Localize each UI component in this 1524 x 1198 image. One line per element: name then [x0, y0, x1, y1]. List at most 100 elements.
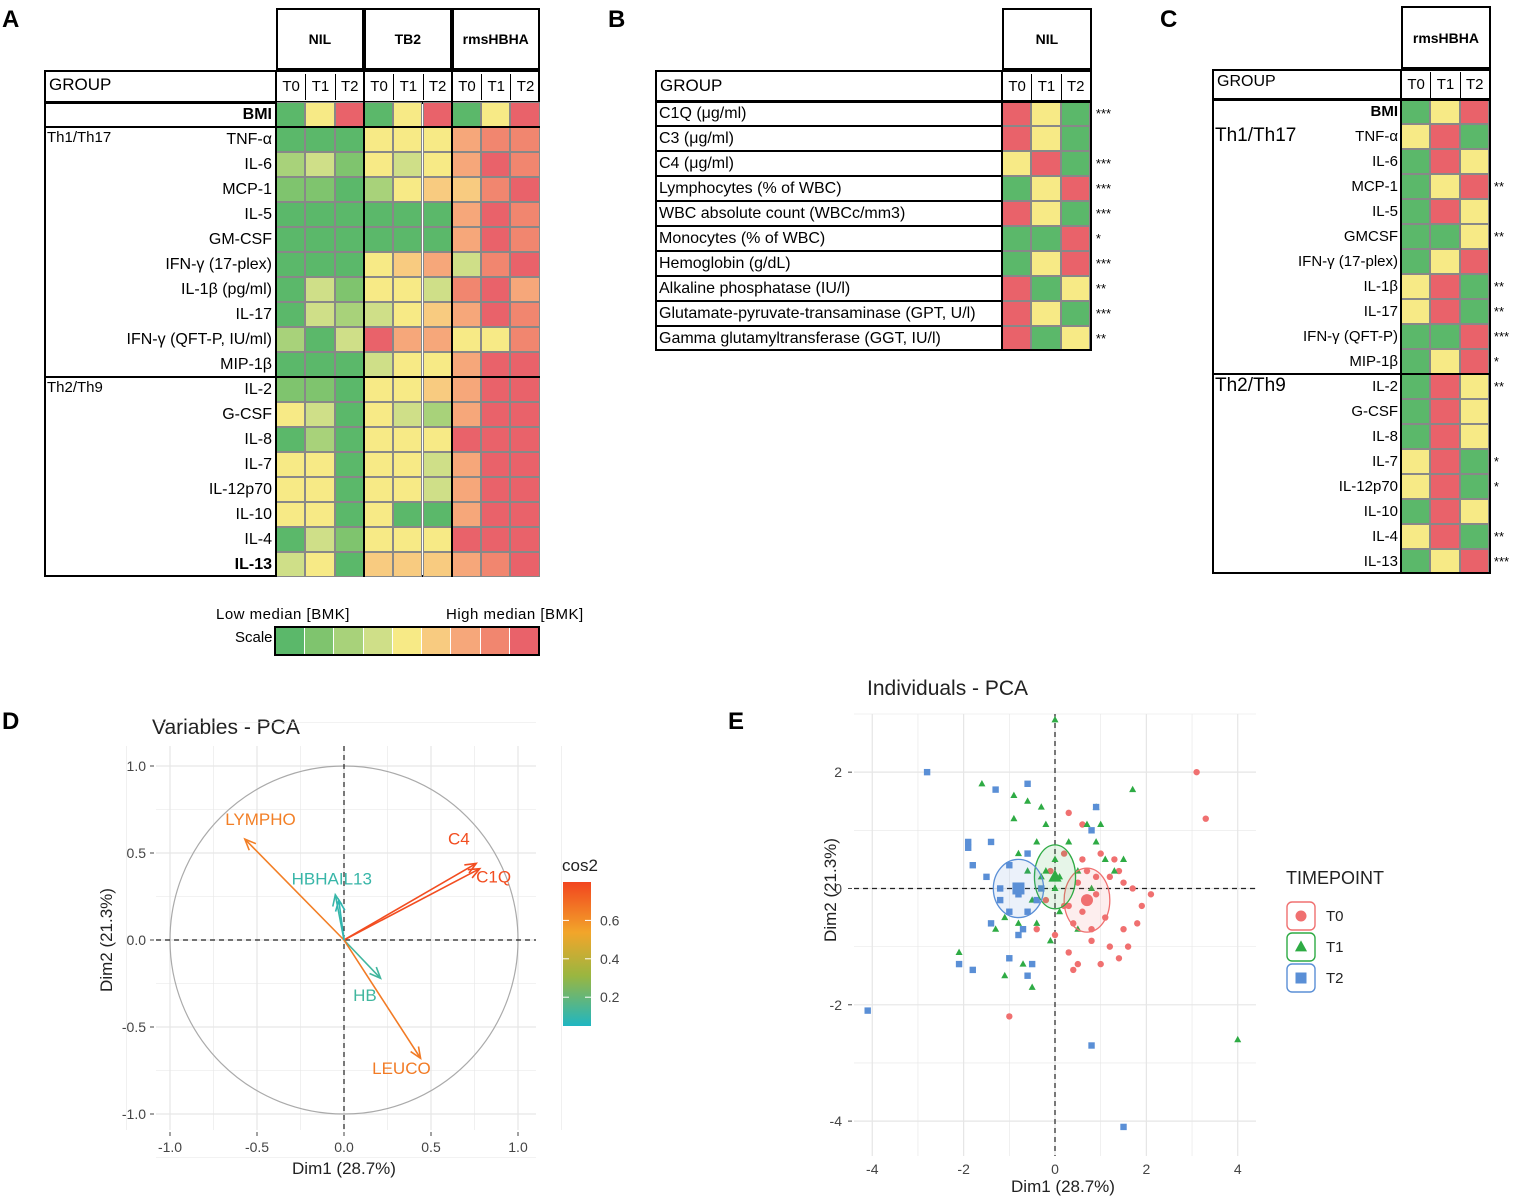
- point-t2: [1024, 780, 1031, 787]
- heatmap-cell: [481, 527, 511, 552]
- heatmap-cell: [510, 427, 540, 452]
- heatmap-cell: [276, 477, 306, 502]
- row-label: IL-8: [244, 431, 272, 448]
- heatmap-cell: [363, 327, 394, 352]
- heatmap-cell: [1430, 499, 1460, 524]
- heatmap-cell: [334, 327, 364, 352]
- x-tick-label: 4: [1234, 1161, 1242, 1177]
- heatmap-cell: [451, 427, 482, 452]
- heatmap-cell: [1430, 224, 1460, 249]
- heatmap-cell: [1430, 299, 1460, 324]
- panel-label-a: A: [2, 6, 20, 33]
- subgroup-label: Th2/Th9: [47, 379, 103, 396]
- point-t1: [978, 779, 986, 787]
- y-tick-label: 0: [834, 880, 842, 896]
- heatmap-cell: [305, 552, 335, 577]
- row-label: IL-4: [1372, 528, 1398, 545]
- point-t1: [1092, 838, 1100, 845]
- heatmap-cell: [305, 427, 335, 452]
- heatmap-panel-b: NIL GROUP T0 T1 T2 C1Q (μg/ml) *** C3 (μg/ml) C4…: [0, 0, 1150, 400]
- heatmap-cell: [334, 127, 364, 152]
- y-tick-label: -4: [830, 1113, 843, 1129]
- significance-marker: **: [1493, 379, 1505, 394]
- heatmap-cell: [1430, 149, 1460, 174]
- point-t1: [1120, 855, 1128, 862]
- heatmap-panel-c: rmsHBHA GROUP T0 T1 T2 BMI TNF-α IL-6 MCP-1 ** IL-…: [1212, 6, 1509, 574]
- significance-marker: *: [1493, 354, 1499, 369]
- cos2-legend-title: cos2: [562, 856, 598, 875]
- significance-marker: ***: [1095, 181, 1112, 196]
- heatmap-cell: [1459, 449, 1489, 474]
- significance-marker: *: [1493, 479, 1499, 494]
- point-t1: [1051, 884, 1059, 892]
- x-tick-label: -1.0: [158, 1139, 182, 1155]
- heatmap-cell: [1459, 174, 1489, 199]
- point-t2: [1088, 1042, 1095, 1049]
- heatmap-cell: [1002, 326, 1032, 351]
- x-tick-label: 0.0: [334, 1139, 354, 1155]
- point-t1: [1033, 838, 1041, 845]
- point-t0: [1097, 850, 1104, 857]
- heatmap-cell: [305, 402, 335, 427]
- heatmap-cell: [1459, 149, 1489, 174]
- scale-label: Scale: [235, 629, 273, 646]
- color-scale-bar: [274, 626, 540, 656]
- column-group-header: TB2: [363, 8, 452, 70]
- point-t0: [1074, 960, 1082, 968]
- point-t0: [1079, 908, 1086, 915]
- heatmap-cell: [305, 352, 335, 377]
- variable-arrow-hb: [343, 939, 382, 979]
- point-t2: [1028, 960, 1036, 968]
- heatmap-cell: [510, 352, 540, 377]
- variable-label: HBHAIL13: [292, 869, 372, 888]
- heatmap-cell: [393, 202, 423, 227]
- arrow-head: [467, 867, 482, 879]
- heatmap-cell: [1459, 424, 1489, 449]
- point-t0: [1124, 943, 1132, 950]
- scale-swatch: [480, 628, 510, 654]
- row-label: IL-4: [244, 531, 272, 548]
- group-label: GROUP: [660, 76, 723, 95]
- heatmap-cell: [1031, 301, 1061, 326]
- timepoint-header: T1: [1031, 74, 1060, 100]
- heatmap-cell: [363, 152, 394, 177]
- legend-tick-label: 0.4: [600, 951, 620, 967]
- point-t0: [1097, 960, 1104, 968]
- heatmap-cell: [1031, 176, 1061, 201]
- scale-swatch: [276, 628, 306, 654]
- column-group-header: rmsHBHA: [451, 8, 540, 70]
- heatmap-cell: [1430, 524, 1460, 549]
- heatmap-cell: [393, 302, 423, 327]
- heatmap-cell: [1430, 424, 1460, 449]
- row-label: MCP-1: [222, 181, 272, 198]
- x-tick-label: 2: [1142, 1161, 1150, 1177]
- point-t1: [1046, 936, 1054, 944]
- significance-marker: **: [1493, 529, 1505, 544]
- pca-ind-xlabel: Dim1 (28.7%): [1011, 1177, 1115, 1196]
- point-t2: [1120, 1123, 1127, 1131]
- row-label: IL-5: [1372, 203, 1398, 220]
- heatmap-cell: [363, 552, 394, 577]
- timepoint-header: T1: [393, 74, 422, 100]
- row-label: IL-1β (pg/ml): [181, 281, 272, 298]
- point-t1: [992, 925, 1000, 932]
- scale-high-label: High median [BMK]: [446, 606, 584, 623]
- variable-label: HB: [353, 986, 377, 1005]
- heatmap-cell: [305, 202, 335, 227]
- point-t1: [1024, 867, 1032, 874]
- heatmap-cell: [276, 252, 306, 277]
- heatmap-cell: [363, 477, 394, 502]
- row-label: GM-CSF: [208, 231, 272, 248]
- point-t1: [1129, 785, 1137, 793]
- point-t1: [1037, 803, 1045, 810]
- heatmap-cell: [422, 527, 452, 552]
- heatmap-cell: [305, 177, 335, 202]
- heatmap-cell: [276, 527, 306, 552]
- point-t0: [1042, 896, 1050, 904]
- point-t0: [1134, 920, 1141, 927]
- heatmap-cell: [1060, 176, 1090, 201]
- heatmap-cell: [305, 527, 335, 552]
- heatmap-cell: [481, 352, 511, 377]
- y-tick-label: 2: [834, 764, 842, 780]
- point-t2: [992, 786, 999, 793]
